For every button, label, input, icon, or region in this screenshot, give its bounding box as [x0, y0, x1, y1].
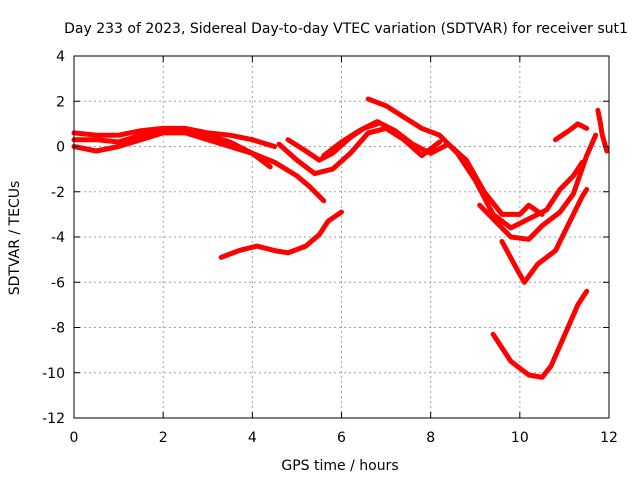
y-tick-label: -6	[51, 275, 65, 291]
series-track-10	[553, 121, 590, 143]
y-tick-label: -8	[51, 321, 65, 337]
series-track-7	[365, 96, 585, 231]
x-tick-label: 6	[337, 430, 346, 446]
y-tick-label: 2	[56, 94, 65, 110]
y-tick-label: -4	[51, 230, 65, 246]
series-track-8	[477, 132, 599, 242]
y-tick-label: 0	[56, 140, 65, 156]
series-track-3	[71, 130, 327, 204]
y-axis-label: SDTVAR / TECUs	[7, 181, 23, 296]
series-track-12	[218, 209, 344, 260]
y-tick-label: -12	[42, 411, 65, 427]
axes: -12 -10 -8 -6 -4 -2 0 2 4 0 2 4 6 8 10 12	[42, 49, 618, 446]
x-tick-label: 8	[426, 430, 435, 446]
x-tick-label: 0	[70, 430, 79, 446]
plot-area	[71, 96, 610, 380]
series-track-5	[276, 125, 443, 177]
x-tick-label: 12	[600, 430, 618, 446]
series-track-9	[499, 187, 590, 285]
y-tick-label: -2	[51, 185, 65, 201]
y-tick-label: 4	[56, 49, 65, 65]
y-tick-label: -10	[42, 366, 65, 382]
x-axis-label: GPS time / hours	[281, 458, 398, 474]
x-tick-label: 2	[159, 430, 168, 446]
series-track-13	[490, 288, 590, 380]
series-track-6	[321, 119, 545, 217]
x-tick-label: 4	[248, 430, 257, 446]
x-tick-label: 10	[511, 430, 529, 446]
series-track-11	[595, 107, 610, 154]
chart-title: Day 233 of 2023, Sidereal Day-to-day VTE…	[64, 21, 628, 37]
